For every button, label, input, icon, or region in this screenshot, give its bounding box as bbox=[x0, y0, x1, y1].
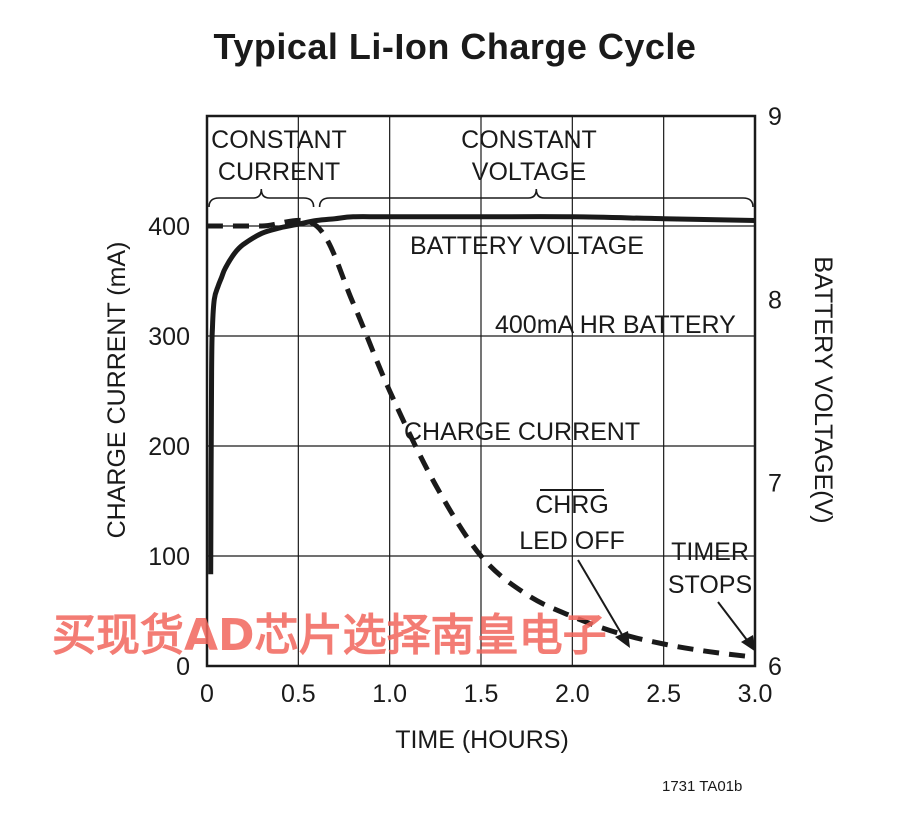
arrow-timer-stops bbox=[717, 601, 756, 652]
y-left-tick-labels: 0 100 200 300 400 bbox=[148, 213, 190, 681]
x-tick-label: 0 bbox=[200, 680, 214, 708]
y-right-axis-label: BATTERY VOLTAGE(V) bbox=[809, 256, 837, 523]
y-left-tick-label: 200 bbox=[148, 433, 190, 461]
x-axis-label: TIME (HOURS) bbox=[395, 726, 569, 754]
x-tick-labels: 0 0.5 1.0 1.5 2.0 2.5 3.0 bbox=[200, 680, 772, 708]
y-left-tick-label: 400 bbox=[148, 213, 190, 241]
arrow-led-off bbox=[577, 559, 630, 648]
y-left-tick-label: 300 bbox=[148, 323, 190, 351]
annotation-timer: TIMER bbox=[671, 538, 749, 566]
region-constant-voltage-line2: VOLTAGE bbox=[472, 158, 586, 186]
x-tick-label: 1.5 bbox=[464, 680, 499, 708]
plot-frame bbox=[205, 114, 757, 668]
x-tick-label: 2.5 bbox=[646, 680, 681, 708]
region-constant-voltage-line1: CONSTANT bbox=[461, 126, 597, 154]
y-left-tick-label: 100 bbox=[148, 543, 190, 571]
x-tick-label: 2.0 bbox=[555, 680, 590, 708]
y-right-tick-label: 8 bbox=[768, 286, 782, 314]
region-braces bbox=[208, 188, 754, 208]
region-brace bbox=[318, 188, 754, 208]
region-constant-current-line2: CURRENT bbox=[218, 158, 340, 186]
annotation-chrg: CHRG bbox=[535, 491, 609, 519]
y-right-tick-label: 9 bbox=[768, 103, 782, 131]
y-right-tick-label: 7 bbox=[768, 470, 782, 498]
region-constant-current-line1: CONSTANT bbox=[211, 126, 347, 154]
x-tick-label: 0.5 bbox=[281, 680, 316, 708]
chart-title: Typical Li-Ion Charge Cycle bbox=[213, 26, 697, 67]
annotation-charge-current: CHARGE CURRENT bbox=[404, 418, 640, 446]
y-left-tick-label: 0 bbox=[176, 653, 190, 681]
annotation-battery-rating: 400mA HR BATTERY bbox=[495, 311, 736, 339]
x-tick-label: 3.0 bbox=[738, 680, 773, 708]
y-left-axis-label: CHARGE CURRENT (mA) bbox=[103, 242, 131, 539]
series-battery-voltage bbox=[208, 214, 756, 575]
annotation-battery-voltage: BATTERY VOLTAGE bbox=[410, 232, 644, 260]
y-right-tick-labels: 6 7 8 9 bbox=[768, 103, 782, 681]
y-right-tick-label: 6 bbox=[768, 653, 782, 681]
annotation-stops: STOPS bbox=[668, 571, 752, 599]
figure-code: 1731 TA01b bbox=[662, 778, 742, 795]
x-tick-label: 1.0 bbox=[372, 680, 407, 708]
region-brace bbox=[208, 188, 315, 208]
watermark: 买现货AD芯片选择南皇电子 bbox=[52, 610, 607, 661]
annotation-led-off: LED OFF bbox=[519, 527, 625, 555]
